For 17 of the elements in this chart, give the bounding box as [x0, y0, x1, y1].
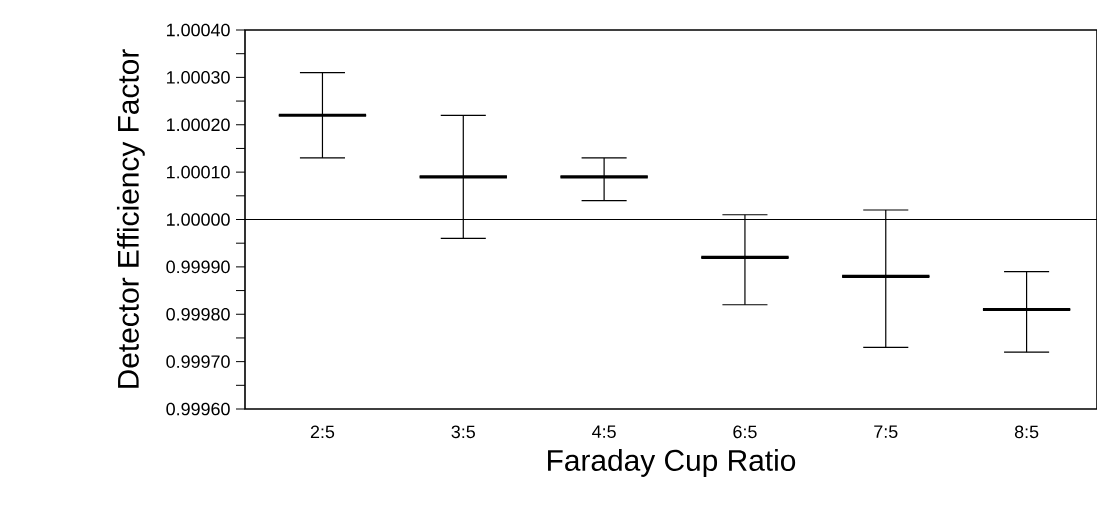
x-tick-label: 4:5: [592, 425, 616, 439]
y-tick-label: 0.99980: [166, 307, 230, 321]
y-tick-label: 1.00040: [167, 23, 230, 37]
y-tick-label: 0.99990: [166, 260, 230, 274]
x-tick-label: 6:5: [733, 425, 757, 439]
y-tick-label: 0.99960: [166, 402, 230, 416]
x-tick-label: 7:5: [874, 425, 898, 439]
y-tick-label: 1.00020: [167, 118, 230, 132]
x-tick-label: 3:5: [451, 425, 475, 439]
y-tick-label: 1.00030: [167, 71, 230, 84]
x-tick-label: 8:5: [1014, 425, 1039, 439]
x-axis-title: Faraday Cup Ratio: [548, 449, 796, 477]
x-tick-label: 2:5: [310, 425, 335, 439]
y-tick-label: 1.00000: [167, 213, 230, 226]
y-tick-label: 0.99970: [166, 355, 230, 368]
y-tick-label: 1.00010: [167, 165, 230, 179]
y-axis-title: Detector Efficiency Factor: [116, 49, 145, 388]
